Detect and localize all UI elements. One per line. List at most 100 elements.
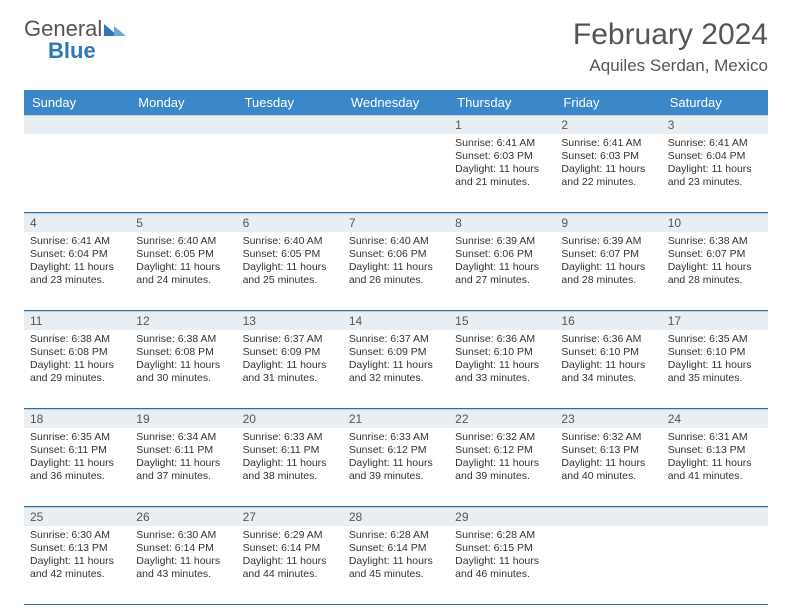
sunrise-text: Sunrise: 6:39 AM	[561, 235, 655, 248]
day-cell: Sunrise: 6:28 AMSunset: 6:15 PMDaylight:…	[449, 526, 555, 604]
week-details-row: Sunrise: 6:41 AMSunset: 6:03 PMDaylight:…	[24, 134, 768, 213]
daylight-text-2: and 36 minutes.	[30, 470, 124, 483]
daylight-text-2: and 23 minutes.	[668, 176, 762, 189]
day-number	[343, 116, 449, 134]
daylight-text-1: Daylight: 11 hours	[136, 555, 230, 568]
daylight-text-1: Daylight: 11 hours	[243, 359, 337, 372]
day-cell: Sunrise: 6:35 AMSunset: 6:11 PMDaylight:…	[24, 428, 130, 506]
daylight-text-1: Daylight: 11 hours	[243, 555, 337, 568]
day-number: 7	[343, 214, 449, 232]
calendar-body: 123Sunrise: 6:41 AMSunset: 6:03 PMDaylig…	[24, 115, 768, 605]
day-number: 19	[130, 410, 236, 428]
daylight-text-2: and 42 minutes.	[30, 568, 124, 581]
location-text: Aquiles Serdan, Mexico	[573, 56, 768, 76]
day-cell: Sunrise: 6:41 AMSunset: 6:03 PMDaylight:…	[449, 134, 555, 212]
sunset-text: Sunset: 6:09 PM	[243, 346, 337, 359]
day-number: 9	[555, 214, 661, 232]
day-number: 8	[449, 214, 555, 232]
day-cell: Sunrise: 6:40 AMSunset: 6:05 PMDaylight:…	[237, 232, 343, 310]
sunset-text: Sunset: 6:11 PM	[243, 444, 337, 457]
day-cell	[555, 526, 661, 604]
sunrise-text: Sunrise: 6:41 AM	[30, 235, 124, 248]
daylight-text-1: Daylight: 11 hours	[349, 457, 443, 470]
daylight-text-2: and 27 minutes.	[455, 274, 549, 287]
logo-word-blue: Blue	[48, 40, 126, 62]
daylight-text-2: and 39 minutes.	[455, 470, 549, 483]
sunset-text: Sunset: 6:13 PM	[30, 542, 124, 555]
day-cell: Sunrise: 6:32 AMSunset: 6:13 PMDaylight:…	[555, 428, 661, 506]
week-daynum-row: 18192021222324	[24, 409, 768, 428]
daylight-text-1: Daylight: 11 hours	[455, 261, 549, 274]
sunset-text: Sunset: 6:14 PM	[349, 542, 443, 555]
day-number: 27	[237, 508, 343, 526]
day-cell: Sunrise: 6:39 AMSunset: 6:07 PMDaylight:…	[555, 232, 661, 310]
weekday-header: Wednesday	[343, 90, 449, 115]
sunset-text: Sunset: 6:08 PM	[136, 346, 230, 359]
sunset-text: Sunset: 6:06 PM	[349, 248, 443, 261]
day-number: 15	[449, 312, 555, 330]
day-number: 21	[343, 410, 449, 428]
sunrise-text: Sunrise: 6:28 AM	[455, 529, 549, 542]
day-number	[662, 508, 768, 526]
day-number: 4	[24, 214, 130, 232]
daylight-text-2: and 39 minutes.	[349, 470, 443, 483]
daylight-text-2: and 28 minutes.	[668, 274, 762, 287]
sunrise-text: Sunrise: 6:41 AM	[561, 137, 655, 150]
sunset-text: Sunset: 6:13 PM	[561, 444, 655, 457]
sunset-text: Sunset: 6:04 PM	[668, 150, 762, 163]
day-number: 12	[130, 312, 236, 330]
title-block: February 2024 Aquiles Serdan, Mexico	[573, 18, 768, 76]
weekday-header: Tuesday	[237, 90, 343, 115]
sunrise-text: Sunrise: 6:41 AM	[668, 137, 762, 150]
day-cell: Sunrise: 6:36 AMSunset: 6:10 PMDaylight:…	[555, 330, 661, 408]
daylight-text-2: and 37 minutes.	[136, 470, 230, 483]
daylight-text-2: and 29 minutes.	[30, 372, 124, 385]
day-number: 25	[24, 508, 130, 526]
weekday-header: Saturday	[662, 90, 768, 115]
day-number: 29	[449, 508, 555, 526]
header: GeneralBlue February 2024 Aquiles Serdan…	[24, 18, 768, 76]
sunrise-text: Sunrise: 6:37 AM	[243, 333, 337, 346]
daylight-text-1: Daylight: 11 hours	[668, 359, 762, 372]
day-cell: Sunrise: 6:38 AMSunset: 6:08 PMDaylight:…	[130, 330, 236, 408]
day-cell: Sunrise: 6:33 AMSunset: 6:11 PMDaylight:…	[237, 428, 343, 506]
daylight-text-2: and 35 minutes.	[668, 372, 762, 385]
day-number: 10	[662, 214, 768, 232]
day-number: 14	[343, 312, 449, 330]
daylight-text-2: and 32 minutes.	[349, 372, 443, 385]
sunrise-text: Sunrise: 6:40 AM	[349, 235, 443, 248]
sunset-text: Sunset: 6:10 PM	[455, 346, 549, 359]
daylight-text-2: and 44 minutes.	[243, 568, 337, 581]
daylight-text-2: and 24 minutes.	[136, 274, 230, 287]
daylight-text-1: Daylight: 11 hours	[455, 457, 549, 470]
daylight-text-1: Daylight: 11 hours	[30, 555, 124, 568]
sunrise-text: Sunrise: 6:38 AM	[668, 235, 762, 248]
day-number: 22	[449, 410, 555, 428]
day-number: 2	[555, 116, 661, 134]
day-cell: Sunrise: 6:34 AMSunset: 6:11 PMDaylight:…	[130, 428, 236, 506]
daylight-text-1: Daylight: 11 hours	[455, 359, 549, 372]
sunrise-text: Sunrise: 6:41 AM	[455, 137, 549, 150]
day-cell	[662, 526, 768, 604]
sunset-text: Sunset: 6:12 PM	[349, 444, 443, 457]
day-cell: Sunrise: 6:28 AMSunset: 6:14 PMDaylight:…	[343, 526, 449, 604]
day-cell: Sunrise: 6:35 AMSunset: 6:10 PMDaylight:…	[662, 330, 768, 408]
daylight-text-1: Daylight: 11 hours	[349, 359, 443, 372]
daylight-text-1: Daylight: 11 hours	[455, 163, 549, 176]
daylight-text-1: Daylight: 11 hours	[136, 457, 230, 470]
daylight-text-2: and 26 minutes.	[349, 274, 443, 287]
sunrise-text: Sunrise: 6:32 AM	[561, 431, 655, 444]
sunrise-text: Sunrise: 6:36 AM	[455, 333, 549, 346]
sunset-text: Sunset: 6:12 PM	[455, 444, 549, 457]
daylight-text-2: and 34 minutes.	[561, 372, 655, 385]
day-cell: Sunrise: 6:36 AMSunset: 6:10 PMDaylight:…	[449, 330, 555, 408]
sunrise-text: Sunrise: 6:29 AM	[243, 529, 337, 542]
sunrise-text: Sunrise: 6:32 AM	[455, 431, 549, 444]
day-cell: Sunrise: 6:32 AMSunset: 6:12 PMDaylight:…	[449, 428, 555, 506]
day-number: 18	[24, 410, 130, 428]
day-cell: Sunrise: 6:41 AMSunset: 6:03 PMDaylight:…	[555, 134, 661, 212]
day-number	[130, 116, 236, 134]
weekday-header: Sunday	[24, 90, 130, 115]
daylight-text-2: and 30 minutes.	[136, 372, 230, 385]
day-number: 3	[662, 116, 768, 134]
